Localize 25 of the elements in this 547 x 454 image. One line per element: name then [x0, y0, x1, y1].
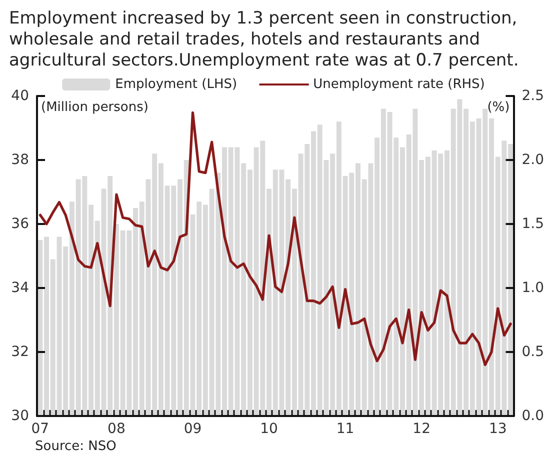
- y-tick-label: 36: [11, 216, 30, 232]
- y-tick-label: 40: [11, 88, 29, 104]
- x-tick-label: 12: [412, 421, 430, 437]
- source-note: Source: NSO: [35, 439, 116, 454]
- chart-title: Employment increased by 1.3 percent seen in construction, wholesale and retail trades, hotels and restaurants and agricultural sectors.Unemployment rate was at 0.7 percent.: [9, 8, 523, 70]
- y2-tick-label: 2.5: [522, 88, 544, 104]
- y-tick-label: 38: [11, 152, 29, 168]
- x-tick-label: 09: [184, 421, 202, 437]
- x-tick-label: 13: [488, 421, 507, 437]
- x-tick-label: 08: [108, 421, 126, 437]
- legend-label: Employment (LHS): [115, 77, 238, 92]
- x-tick-label: 07: [31, 421, 50, 437]
- y-axis-title: (Million persons): [41, 100, 148, 115]
- legend-label: Unemployment rate (RHS): [313, 77, 485, 92]
- x-tick-label: 11: [336, 421, 354, 437]
- y2-tick-label: 0.0: [522, 408, 544, 424]
- y-tick-label: 32: [11, 344, 29, 360]
- y-tick-label: 34: [11, 280, 30, 296]
- x-tick-label: 10: [260, 421, 278, 437]
- y2-tick-label: 1.0: [522, 280, 544, 296]
- y2-tick-label: 2.0: [522, 152, 544, 168]
- y2-axis-title: (%): [487, 100, 510, 115]
- y-tick-label: 30: [11, 408, 29, 424]
- y2-tick-label: 0.5: [522, 344, 544, 360]
- y2-tick-label: 1.5: [522, 216, 544, 232]
